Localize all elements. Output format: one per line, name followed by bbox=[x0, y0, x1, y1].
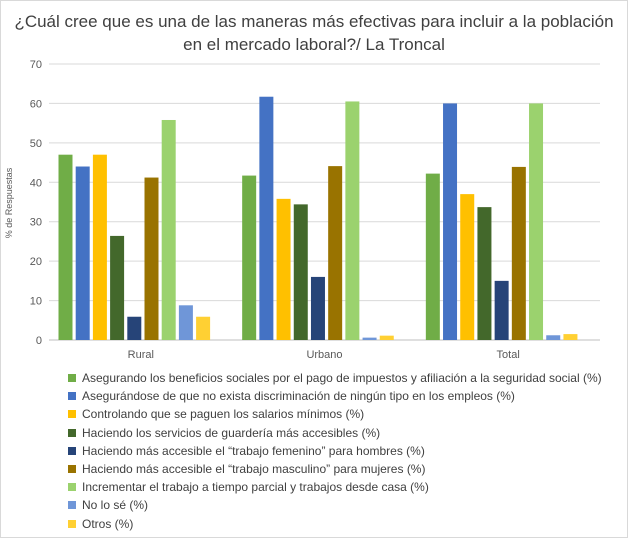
legend-item: Incrementar el trabajo a tiempo parcial … bbox=[68, 478, 618, 496]
legend-item: Otros (%) bbox=[68, 515, 618, 533]
legend-label: Incrementar el trabajo a tiempo parcial … bbox=[82, 480, 429, 495]
legend-label: Haciendo más accesible el “trabajo femen… bbox=[82, 443, 425, 458]
x-axis-ticks: Rural Urbano Total bbox=[128, 349, 520, 360]
legend-swatch bbox=[68, 501, 76, 510]
bar-urbano-s4 bbox=[293, 204, 308, 340]
y-tick-label: 0 bbox=[36, 335, 42, 347]
bar-total-s5 bbox=[494, 280, 509, 340]
legend-swatch bbox=[68, 519, 76, 528]
plot-area: 0 10 20 30 40 50 60 70 Rural Urbano Total % de Re… bbox=[4, 59, 600, 360]
legend-item: Controlando que se paguen los salarios m… bbox=[68, 405, 618, 423]
y-tick-label: 10 bbox=[30, 296, 42, 308]
y-tick-label: 20 bbox=[30, 256, 42, 268]
legend-item: Asegurándose de que no exista discrimina… bbox=[68, 387, 618, 405]
legend-swatch bbox=[68, 465, 76, 474]
chart-title-line-2: en el mercado laboral?/ La Troncal bbox=[183, 35, 445, 54]
y-axis-ticks: 0 10 20 30 40 50 60 70 bbox=[30, 59, 42, 347]
x-tick-label: Urbano bbox=[306, 349, 342, 360]
bar-total-s3 bbox=[460, 194, 475, 340]
bar-total-s7 bbox=[529, 103, 544, 340]
bar-rural-s4 bbox=[110, 235, 125, 340]
bar-urbano-s3 bbox=[276, 198, 291, 340]
legend-swatch bbox=[68, 410, 76, 419]
y-axis-label: % de Respuestas bbox=[4, 167, 14, 238]
y-tick-label: 40 bbox=[30, 177, 42, 189]
legend-label: Haciendo los servicios de guardería más … bbox=[82, 425, 381, 440]
legend-item: Haciendo más accesible el “trabajo femen… bbox=[68, 442, 618, 460]
bar-rural-s5 bbox=[127, 316, 142, 340]
legend-item: Haciendo los servicios de guardería más … bbox=[68, 424, 618, 442]
bar-urbano-s7 bbox=[345, 101, 360, 340]
bar-urbano-s1 bbox=[242, 175, 257, 340]
chart-title: ¿Cuál cree que es una de las maneras más… bbox=[0, 10, 628, 56]
bar-urbano-s9 bbox=[379, 335, 394, 340]
bar-total-s6 bbox=[511, 166, 526, 340]
y-tick-label: 70 bbox=[30, 59, 42, 71]
legend-item: No lo sé (%) bbox=[68, 496, 618, 514]
legend-item: Asegurando los beneficios sociales por e… bbox=[68, 369, 618, 387]
bar-total-s2 bbox=[443, 103, 458, 340]
legend-swatch bbox=[68, 392, 76, 401]
y-tick-label: 50 bbox=[30, 138, 42, 150]
bar-rural-s3 bbox=[92, 154, 107, 340]
bar-rural-s8 bbox=[178, 305, 193, 340]
legend-label: Asegurando los beneficios sociales por e… bbox=[82, 371, 602, 386]
x-tick-label: Total bbox=[497, 349, 520, 360]
legend-label: Controlando que se paguen los salarios m… bbox=[82, 407, 365, 422]
y-tick-label: 30 bbox=[30, 217, 42, 229]
legend-label: Haciendo más accesible el “trabajo mascu… bbox=[82, 462, 426, 477]
chart-title-line-1: ¿Cuál cree que es una de las maneras más… bbox=[14, 12, 614, 31]
bar-total-s4 bbox=[477, 207, 492, 340]
bar-rural-s6 bbox=[144, 177, 159, 340]
bar-total-s9 bbox=[563, 334, 578, 340]
bar-rural-s2 bbox=[75, 166, 90, 340]
bar-urbano-s2 bbox=[259, 96, 274, 341]
legend-swatch bbox=[68, 446, 76, 455]
legend-swatch bbox=[68, 483, 76, 492]
y-tick-label: 60 bbox=[30, 98, 42, 110]
bar-rural-s9 bbox=[196, 316, 211, 340]
legend-item: Haciendo más accesible el “trabajo mascu… bbox=[68, 460, 618, 478]
bar-total-s8 bbox=[546, 335, 561, 340]
bar-urbano-s6 bbox=[328, 166, 343, 340]
legend-label: No lo sé (%) bbox=[82, 498, 149, 513]
bar-urbano-s8 bbox=[362, 337, 377, 340]
legend-label: Otros (%) bbox=[82, 516, 134, 531]
bar-total-s1 bbox=[425, 173, 440, 340]
bar-urbano-s5 bbox=[310, 276, 325, 340]
legend-swatch bbox=[68, 428, 76, 437]
bars bbox=[58, 96, 578, 341]
legend-label: Asegurándose de que no exista discrimina… bbox=[82, 389, 515, 404]
legend-swatch bbox=[68, 374, 76, 383]
x-tick-label: Rural bbox=[128, 349, 154, 360]
bar-rural-s7 bbox=[161, 119, 176, 340]
legend: Asegurando los beneficios sociales por e… bbox=[68, 369, 618, 533]
bar-rural-s1 bbox=[58, 154, 73, 340]
